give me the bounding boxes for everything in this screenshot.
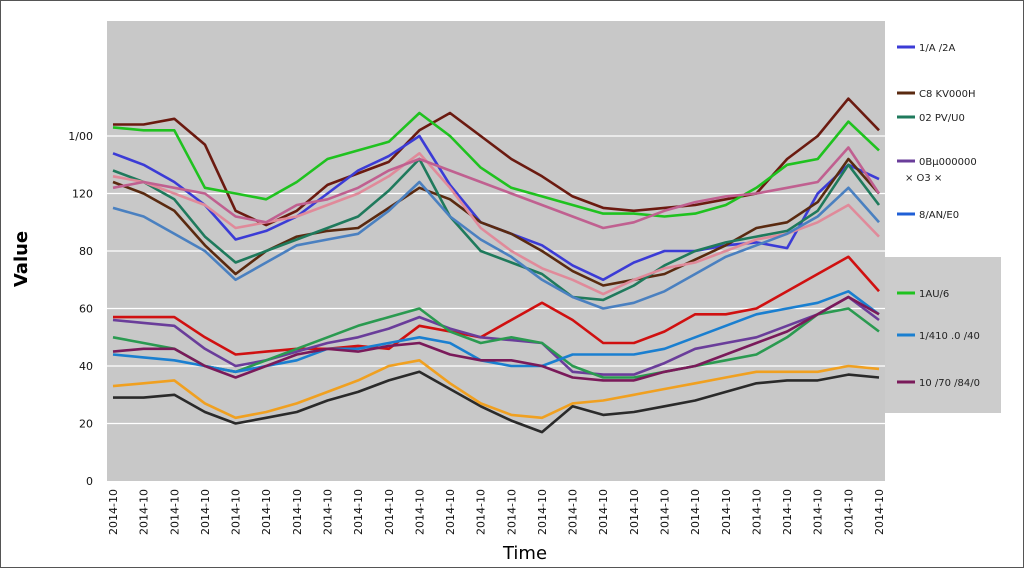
legend-label: 8/AN/E0 [919,210,959,221]
series-line-7 [112,146,881,230]
x-tick-label: 2014-10 [842,489,855,535]
x-tick-label: 2014-10 [444,489,457,535]
x-tick-label: 2014-10 [230,489,243,535]
x-tick-label: 2014-10 [536,489,549,535]
x-tick-label: 2014-10 [750,489,763,535]
legend-label: 1/410 .0 /40 [919,331,980,342]
series-lines [112,97,881,434]
x-tick-label: 2014-10 [720,489,733,535]
series-line-14 [113,370,880,434]
legend-label: 1AU/6 [919,289,949,300]
x-tick-label: 2014-10 [352,489,365,535]
x-tick-label: 2014-10 [567,489,580,535]
x-tick-label: 2014-10 [505,489,518,535]
y-tick-label: 0 [86,475,93,488]
x-tick-label: 2014-10 [597,489,610,535]
x-tick-label: 2014-10 [291,489,304,535]
series-line-12 [112,289,880,374]
legend-label: 10 /70 /84/0 [919,378,980,389]
x-tick-label: 2014-10 [812,489,825,535]
series-line-15 [112,358,880,420]
legend-label: 1/A /2A [919,43,955,54]
series-line-2 [112,111,880,218]
x-tick-label: 2014-10 [659,489,672,535]
series-line-8 [112,180,880,310]
x-tick-label: 2014-10 [321,489,334,535]
legend-label: C8 KV000H [919,89,976,100]
y-axis-label: Value [11,231,32,287]
y-tick-label: 20 [79,418,93,431]
series-line-13 [112,295,880,382]
legend-label: 02 PV/U0 [919,113,965,124]
y-tick-label: 40 [79,360,93,373]
x-tick-label: 2014-10 [781,489,794,535]
x-tick-label: 2014-10 [475,489,488,535]
series-line-9 [113,255,880,356]
y-tick-label: 80 [79,245,93,258]
x-tick-label: 2014-10 [873,489,886,535]
x-tick-label: 2014-10 [260,489,273,535]
x-tick-label: 2014-10 [107,489,120,535]
legend-label: × O3 × [905,173,942,184]
x-tick-label: 2014-10 [138,489,151,535]
y-tick-labels: 0 20 40 60 80 120 1/00 [68,130,93,488]
legend: 1/A /2A C8 KV000H 02 PV/U0 0Bµ000000 × O3 × 8… [897,43,980,389]
x-axis-label: Time [502,543,547,564]
y-tick-label: 1/00 [68,130,93,143]
series-line-10 [112,295,880,376]
x-tick-label: 2014-10 [689,489,702,535]
y-tick-label: 120 [72,188,93,201]
x-tick-label: 2014-10 [168,489,181,535]
legend-label: 0Bµ000000 [919,157,977,168]
series-line-6 [112,152,880,296]
x-tick-label: 2014-10 [383,489,396,535]
x-tick-label: 2014-10 [199,489,212,535]
y-tick-label: 60 [79,303,93,316]
series-line-5 [112,157,881,302]
x-tick-label: 2014-10 [628,489,641,535]
x-tick-label: 2014-10 [413,489,426,535]
x-tick-labels: 2014-10 2014-10 2014-10 2014-10 2014-10 2014-… [107,489,886,535]
series-line-4 [112,157,880,287]
